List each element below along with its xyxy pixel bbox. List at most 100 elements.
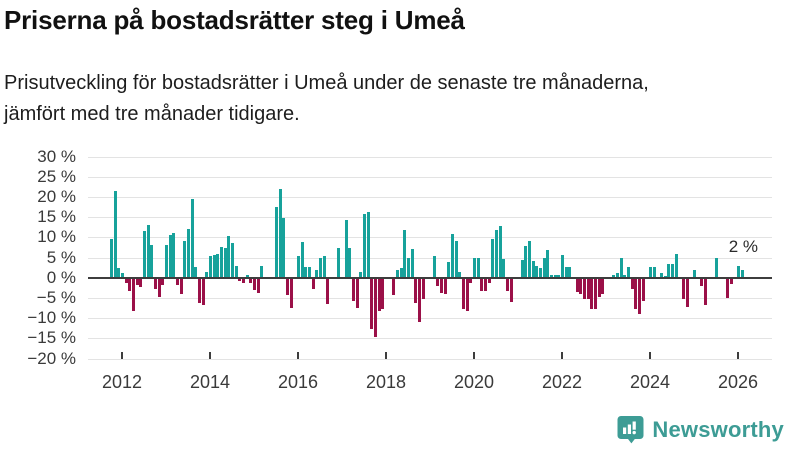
bar-positive bbox=[528, 240, 531, 278]
bar-positive bbox=[322, 255, 326, 278]
bar-positive bbox=[275, 207, 278, 278]
bar-positive bbox=[531, 260, 535, 278]
bar-negative bbox=[579, 278, 583, 295]
bar-negative bbox=[381, 278, 385, 309]
bar-positive bbox=[671, 263, 674, 278]
bar-negative bbox=[154, 278, 157, 289]
x-axis-tick-mark bbox=[385, 351, 387, 359]
x-axis-tick-label: 2022 bbox=[541, 372, 583, 392]
gridline bbox=[88, 217, 772, 219]
x-axis-tick-label: 2018 bbox=[365, 372, 407, 392]
bar-negative bbox=[704, 278, 707, 305]
bar-negative bbox=[469, 278, 473, 284]
bar-positive bbox=[216, 253, 220, 278]
x-axis-tick-mark bbox=[737, 351, 739, 359]
zero-axis-line bbox=[88, 276, 772, 279]
x-axis-tick-label: 2012 bbox=[101, 372, 143, 392]
bar-negative bbox=[630, 278, 634, 289]
bar-positive bbox=[278, 189, 282, 278]
bar-negative bbox=[201, 278, 205, 305]
bar-negative bbox=[242, 278, 245, 283]
bar-negative bbox=[685, 278, 689, 307]
bar-negative bbox=[634, 278, 638, 310]
bar-positive bbox=[234, 265, 238, 278]
last-value-annotation: 2 % bbox=[728, 237, 758, 256]
bar-negative bbox=[370, 278, 374, 330]
bar-positive bbox=[674, 254, 678, 278]
bar-positive bbox=[344, 219, 348, 278]
bar-negative bbox=[139, 278, 143, 287]
bar-positive bbox=[205, 272, 209, 278]
bar-negative bbox=[238, 278, 242, 282]
bar-negative bbox=[638, 278, 641, 314]
x-axis-tick-mark bbox=[649, 351, 651, 359]
gridline bbox=[88, 297, 772, 299]
bar-negative bbox=[443, 278, 447, 294]
x-axis-tick-label: 2024 bbox=[629, 372, 671, 392]
bar-negative bbox=[179, 278, 183, 295]
bar-positive bbox=[454, 241, 458, 278]
bar-positive bbox=[568, 267, 572, 278]
gridline bbox=[88, 156, 772, 158]
bar-positive bbox=[553, 274, 557, 278]
bar-positive bbox=[458, 272, 462, 278]
bar-negative bbox=[256, 278, 260, 293]
bar-positive bbox=[220, 247, 223, 278]
bar-positive bbox=[297, 255, 300, 278]
bar-positive bbox=[660, 273, 663, 278]
bar-negative bbox=[176, 278, 179, 285]
chart-subtitle: Prisutveckling för bostadsrätter i Umeå … bbox=[4, 68, 794, 130]
y-axis-tick-label: −5 % bbox=[36, 287, 76, 307]
subtitle-line-2: jämfört med tre månader tidigare. bbox=[4, 103, 300, 125]
bar-negative bbox=[124, 278, 128, 284]
bar-positive bbox=[194, 267, 198, 278]
bar-positive bbox=[110, 239, 113, 278]
bar-negative bbox=[436, 278, 440, 286]
bar-positive bbox=[282, 218, 286, 278]
bar-negative bbox=[157, 278, 161, 297]
bar-positive bbox=[546, 250, 550, 278]
bar-positive bbox=[403, 230, 407, 278]
bar-negative bbox=[161, 278, 165, 285]
page-title: Priserna på bostadsrätter steg i Umeå bbox=[4, 5, 465, 35]
y-axis-tick-label: 10 % bbox=[37, 227, 76, 247]
bar-negative bbox=[700, 278, 704, 286]
bar-positive bbox=[227, 236, 231, 278]
bar-negative bbox=[462, 278, 465, 309]
bar-positive bbox=[337, 248, 341, 278]
gridline bbox=[88, 358, 772, 360]
bar-positive bbox=[619, 258, 623, 278]
y-axis-tick-label: 20 % bbox=[37, 186, 76, 206]
bar-negative bbox=[682, 278, 685, 299]
newsworthy-brand-name: Newsworthy bbox=[652, 416, 784, 442]
bar-positive bbox=[187, 229, 190, 278]
bar-positive bbox=[121, 272, 124, 278]
bar-negative bbox=[198, 278, 201, 303]
bar-positive bbox=[451, 234, 454, 278]
bar-negative bbox=[586, 278, 590, 300]
x-axis-tick-mark bbox=[209, 351, 211, 359]
bar-negative bbox=[253, 278, 256, 290]
bar-negative bbox=[135, 278, 139, 285]
bar-positive bbox=[498, 226, 502, 278]
y-axis-tick-label: −20 % bbox=[27, 348, 76, 368]
bar-positive bbox=[396, 270, 399, 278]
bar-positive bbox=[407, 257, 410, 278]
bar-positive bbox=[348, 247, 352, 278]
bar-negative bbox=[509, 278, 513, 303]
bar-positive bbox=[231, 243, 234, 278]
bar-positive bbox=[245, 274, 249, 278]
bar-positive bbox=[319, 257, 322, 278]
bar-negative bbox=[601, 278, 605, 294]
y-axis-tick-label: 25 % bbox=[37, 166, 76, 186]
bar-positive bbox=[627, 266, 630, 278]
bar-negative bbox=[289, 278, 293, 309]
bar-negative bbox=[465, 278, 469, 311]
bar-negative bbox=[575, 278, 579, 292]
bar-negative bbox=[487, 278, 491, 283]
bar-positive bbox=[476, 258, 480, 278]
gridline bbox=[88, 257, 772, 259]
bar-negative bbox=[355, 278, 359, 308]
newsworthy-logo-icon bbox=[617, 415, 644, 444]
